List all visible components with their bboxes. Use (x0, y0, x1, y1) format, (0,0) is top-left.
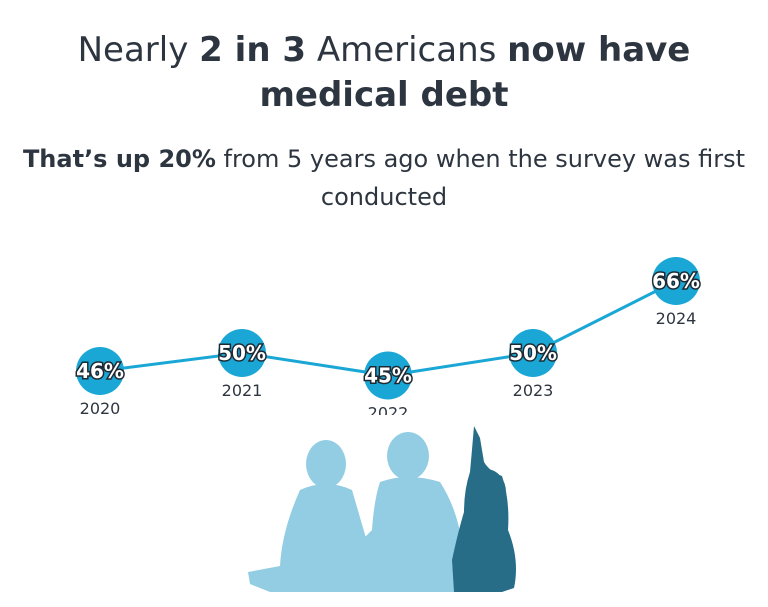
data-point-2024 (652, 257, 700, 305)
data-point-2020 (76, 347, 124, 395)
year-label-2024: 2024 (656, 309, 697, 328)
year-label-2020: 2020 (80, 399, 121, 415)
title-bold-2: now have medical debt (259, 30, 691, 115)
title-bold-1: 2 in 3 (199, 30, 307, 70)
data-label-2020: 46% (76, 359, 124, 383)
year-label-2021: 2021 (222, 381, 263, 400)
data-point-2021 (218, 329, 266, 377)
data-label-2023: 50% (509, 341, 557, 365)
people-dark-silhouette (452, 426, 516, 592)
title-text-2: Americans (306, 30, 508, 70)
year-label-2022: 2022 (368, 404, 409, 416)
people-silhouette (248, 426, 516, 592)
line-chart: 46% 2020 50% 2021 45% 2022 50% 2023 66% 2024 (75, 257, 701, 416)
page-title: Nearly 2 in 3 Americans now have medical… (0, 28, 768, 118)
data-label-2021: 50% (218, 341, 266, 365)
subtitle: That’s up 20% from 5 years ago when the … (0, 140, 768, 216)
data-point-2023 (509, 329, 557, 377)
data-point-2022 (364, 351, 412, 400)
title-text-1: Nearly (77, 30, 200, 70)
subtitle-bold: That’s up 20% (22, 145, 216, 173)
people-light-silhouettes (248, 432, 470, 592)
year-label-2023: 2023 (513, 381, 554, 400)
data-label-2022: 45% (364, 364, 412, 388)
subtitle-text: from 5 years ago when the survey was fir… (215, 145, 746, 211)
data-label-2024: 66% (652, 269, 700, 293)
